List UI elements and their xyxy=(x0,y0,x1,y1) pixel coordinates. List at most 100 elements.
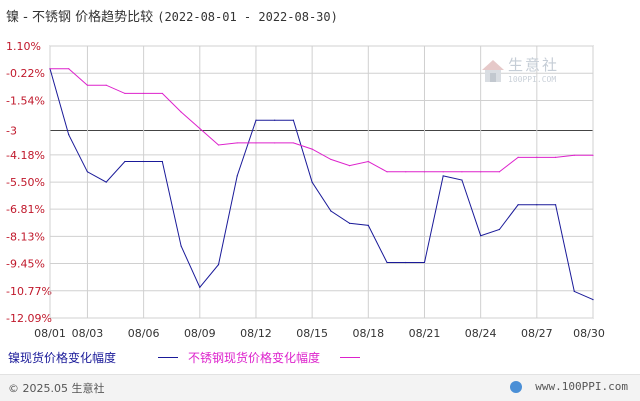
data-point-stainless xyxy=(405,171,407,173)
y-tick-label: -0.22% xyxy=(6,67,45,80)
data-point-stainless xyxy=(442,171,444,173)
y-tick-label: -9.45% xyxy=(6,258,45,271)
legend-label-stainless: 不锈钢现货价格变化幅度 xyxy=(188,351,321,365)
data-point-stainless xyxy=(68,68,70,70)
chart-date-range: (2022-08-01 - 2022-08-30) xyxy=(157,10,338,24)
data-point-nickel xyxy=(573,290,575,292)
data-point-stainless xyxy=(348,165,351,167)
data-point-nickel xyxy=(517,204,519,206)
data-point-nickel xyxy=(199,286,201,288)
data-point-stainless xyxy=(517,156,519,158)
data-point-nickel xyxy=(236,175,238,177)
watermark-text: 生意社 xyxy=(508,56,560,74)
legend-label-nickel: 镍现货价格变化幅度 xyxy=(8,351,117,365)
y-tick-label: -10.77% xyxy=(6,285,52,298)
site-logo-icon xyxy=(510,381,522,393)
y-tick-label: -1.54% xyxy=(6,94,45,107)
data-point-stainless xyxy=(461,171,463,173)
data-point-nickel xyxy=(105,181,107,183)
data-point-stainless xyxy=(367,160,369,163)
y-tick-label: -8.13% xyxy=(6,230,45,243)
y-tick-label: -12.09% xyxy=(6,312,52,325)
footer-bar: © 2025.05 生意社 www.100PPI.com xyxy=(0,374,640,401)
chart-title: 镍 - 不锈钢 价格趋势比较 (2022-08-01 - 2022-08-30) xyxy=(6,6,338,25)
x-tick-label: 08/06 xyxy=(128,327,160,340)
data-point-nickel xyxy=(180,245,182,247)
data-point-stainless xyxy=(573,154,575,156)
x-tick-label: 08/18 xyxy=(352,327,384,340)
data-point-stainless xyxy=(199,127,201,130)
x-tick-label: 08/12 xyxy=(240,327,272,340)
data-point-nickel xyxy=(536,204,538,206)
data-point-stainless xyxy=(386,171,388,173)
y-tick-label: -5.50% xyxy=(6,176,45,189)
data-point-nickel xyxy=(217,263,220,266)
data-point-stainless xyxy=(86,84,89,86)
data-point-stainless xyxy=(423,171,426,173)
x-tick-label: 08/09 xyxy=(184,327,216,340)
data-point-nickel xyxy=(255,119,257,121)
data-point-stainless xyxy=(236,142,238,144)
data-point-nickel xyxy=(330,210,332,212)
data-point-stainless xyxy=(480,171,482,173)
data-point-stainless xyxy=(498,171,500,173)
y-tick-label: -6.81% xyxy=(6,203,45,216)
data-point-nickel xyxy=(124,160,126,163)
x-tick-label: 08/01 xyxy=(34,327,66,340)
chart-title-text: 镍 - 不锈钢 价格趋势比较 xyxy=(6,10,154,25)
chart-legend: 镍现货价格变化幅度 不锈钢现货价格变化幅度 xyxy=(0,349,640,365)
data-point-nickel xyxy=(292,119,295,121)
series-points-stainless xyxy=(49,68,594,173)
data-point-stainless xyxy=(180,111,182,113)
data-point-stainless xyxy=(161,92,163,95)
data-point-nickel xyxy=(592,299,594,301)
data-point-nickel xyxy=(348,222,351,224)
data-point-nickel xyxy=(405,261,407,264)
x-tick-label: 08/03 xyxy=(72,327,104,340)
data-point-nickel xyxy=(461,179,463,181)
series-line-stainless xyxy=(50,68,593,173)
footer-copyright: © 2025.05 生意社 xyxy=(8,382,105,395)
data-point-stainless xyxy=(330,158,332,161)
data-point-stainless xyxy=(554,156,557,158)
legend-swatch-nickel xyxy=(158,357,178,358)
data-point-nickel xyxy=(161,160,163,163)
data-point-nickel xyxy=(143,160,145,163)
data-point-stainless xyxy=(143,92,145,95)
watermark: 生意社 100PPI.COM xyxy=(478,52,578,92)
data-point-stainless xyxy=(592,154,594,156)
x-tick-label: 08/21 xyxy=(409,327,441,340)
data-point-stainless xyxy=(274,142,276,144)
data-point-nickel xyxy=(68,134,70,136)
data-point-nickel xyxy=(442,175,444,177)
data-point-nickel xyxy=(274,119,276,121)
y-tick-label: -4.18% xyxy=(6,149,45,162)
data-point-stainless xyxy=(292,142,295,144)
watermark-url: 100PPI.COM xyxy=(508,75,557,84)
data-point-nickel xyxy=(367,224,369,227)
data-point-stainless xyxy=(105,84,107,86)
series-line-nickel xyxy=(49,68,594,301)
x-tick-label: 08/24 xyxy=(465,327,497,340)
x-tick-label: 08/15 xyxy=(296,327,328,340)
y-tick-label: 1.10% xyxy=(6,40,41,53)
data-point-nickel xyxy=(554,204,557,206)
data-point-nickel xyxy=(498,228,500,231)
data-point-nickel xyxy=(311,181,313,183)
y-tick-label: -3 xyxy=(6,125,17,138)
data-point-nickel xyxy=(423,261,426,264)
data-point-stainless xyxy=(124,92,126,95)
x-tick-label: 08/30 xyxy=(573,327,605,340)
x-tick-label: 08/27 xyxy=(521,327,553,340)
data-point-nickel xyxy=(86,171,89,173)
series-points-nickel xyxy=(49,68,594,301)
data-point-stainless xyxy=(536,156,538,158)
data-point-stainless xyxy=(217,144,220,146)
data-point-stainless xyxy=(255,142,257,144)
footer-site-link[interactable]: www.100PPI.com xyxy=(535,380,628,393)
data-point-stainless xyxy=(311,148,313,150)
data-point-nickel xyxy=(386,261,388,264)
data-point-stainless xyxy=(49,68,51,70)
legend-swatch-stainless xyxy=(340,357,360,358)
